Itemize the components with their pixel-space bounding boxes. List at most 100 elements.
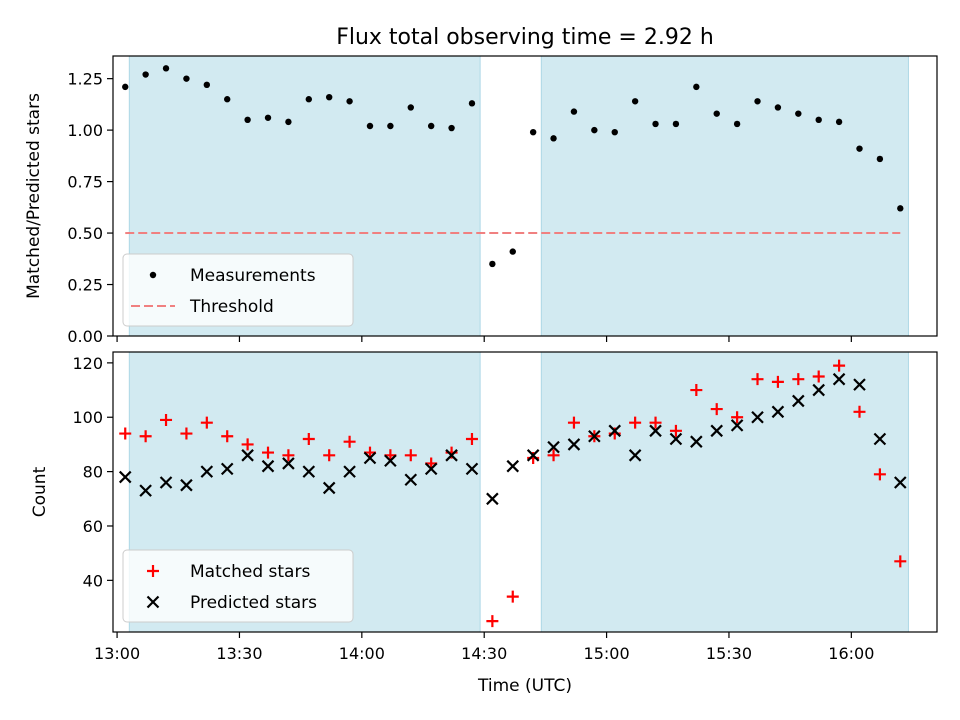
predicted-stars-point [404,473,418,487]
measurement-point [815,116,822,124]
measurement-point [448,124,455,132]
matched-stars-point [771,375,784,388]
measurement-point [183,75,190,82]
ratio-y-tick-label: 1.00 [67,121,103,140]
predicted-stars-point [669,432,683,446]
predicted-stars-point [200,465,214,478]
predicted-stars-point [751,410,764,424]
measurement-point [346,98,353,105]
ratio-y-tick-label: 0.75 [67,173,103,192]
count-legend-box [122,549,354,623]
count-shaded-interval-2 [541,352,909,632]
predicted-stars-point [628,449,642,462]
measurement-point [795,110,802,117]
predicted-stars-point [792,394,805,408]
matched-stars-point [343,435,356,448]
matched-stars-point [567,416,580,429]
measurement-point [427,122,435,130]
predicted-stars-point [567,438,581,451]
matched-stars-point [894,555,907,568]
measurement-point [570,108,578,115]
count-axes-frame [112,351,938,633]
count-x-tick-label: 13:00 [94,644,140,663]
predicted-stars-point [873,432,887,446]
ratio-y-tick-label: 0.00 [67,327,103,346]
predicted-stars-point [282,457,295,470]
matched-stars-point [465,432,478,445]
measurement-point [713,110,720,117]
measurement-point [162,65,170,72]
figure-title: Flux total observing time = 2.92 h [336,25,714,50]
matched-stars-point [669,424,682,437]
measurement-point [652,120,659,128]
legend-measurement-marker [149,271,157,279]
measurement-point [754,98,761,105]
predicted-stars-point [506,459,520,473]
matched-stars-point [731,411,744,424]
predicted-stars-point [710,424,724,438]
measurement-point [591,126,598,134]
matched-stars-point [241,438,254,451]
ratio-legend: Measurements Threshold [122,253,354,327]
matched-stars-point [323,449,336,462]
predicted-stars-point [730,419,744,432]
measurement-point [285,118,292,126]
matched-stars-point [486,615,499,628]
measurement-point [122,83,129,91]
matched-stars-point [792,373,805,386]
measurement-point [529,128,537,136]
ratio-y-tick-label: 1.25 [67,70,103,89]
predicted-stars-point [302,465,316,478]
measurement-point [407,104,414,111]
predicted-stars-point [159,476,173,489]
matched-stars-point [690,384,703,397]
count-y-tick-label: 120 [72,354,103,373]
predicted-stars-point [261,459,275,473]
matched-stars-point [302,432,315,445]
measurement-point [693,83,700,91]
matched-stars-point [710,403,723,416]
matched-stars-point [506,590,519,603]
count-legend-label: Predicted stars [190,593,317,613]
predicted-stars-point [384,454,397,468]
measurement-point [774,104,782,111]
matched-stars-point [221,430,234,443]
count-x-tick-label: 16:00 [828,644,874,663]
top-y-axis-label: Matched/Predicted stars [24,93,44,299]
measurement-point [550,135,557,142]
measurement-point [876,155,884,163]
measurement-point [856,145,863,152]
matched-stars-point [629,416,642,429]
ratio-legend-label: Measurements [190,266,316,286]
matched-stars-point [833,359,846,372]
predicted-stars-point [424,462,438,476]
measurement-point [244,116,251,124]
matched-stars-point [180,427,193,440]
matched-stars-point [812,370,825,383]
matched-stars-point [853,405,866,418]
matched-stars-point [649,416,662,429]
measurement-point [264,114,272,121]
predicted-stars-point [343,465,356,478]
count-x-tick-label: 14:30 [461,644,507,663]
count-x-tick-label: 15:30 [706,644,752,663]
predicted-stars-point [322,481,336,495]
count-panel: 40 60 80 100 120 13:00 13:30 14:00 14:30 15:00 15:… [72,351,938,663]
legend-matched-marker [147,565,159,577]
predicted-stars-point [690,435,703,448]
measurement-point [489,260,496,268]
matched-stars-point [200,416,213,429]
predicted-stars-point [139,484,152,497]
predicted-stars-point [547,440,560,454]
ratio-legend-label: Threshold [189,297,274,317]
matched-stars-point [282,449,295,462]
bottom-y-axis-label: Count [30,466,50,517]
matched-stars-point [139,430,152,443]
matched-stars-point [404,449,417,462]
measurement-point [366,122,374,130]
matched-stars-point [751,373,764,386]
measurement-point [468,100,476,107]
measurement-point [631,98,639,105]
measurement-point [203,81,211,89]
